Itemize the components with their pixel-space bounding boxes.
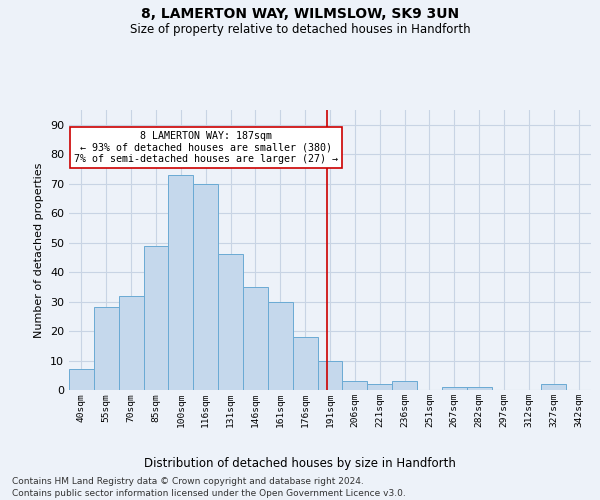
Bar [69, 370, 94, 390]
Bar [119, 296, 143, 390]
Text: Size of property relative to detached houses in Handforth: Size of property relative to detached ho… [130, 22, 470, 36]
Y-axis label: Number of detached properties: Number of detached properties [34, 162, 44, 338]
Bar [392, 381, 417, 390]
Bar [367, 384, 392, 390]
Bar [243, 287, 268, 390]
Bar [317, 360, 343, 390]
Text: Contains HM Land Registry data © Crown copyright and database right 2024.: Contains HM Land Registry data © Crown c… [12, 478, 364, 486]
Bar [143, 246, 169, 390]
Bar [218, 254, 243, 390]
Bar [94, 308, 119, 390]
Bar [343, 381, 367, 390]
Text: 8, LAMERTON WAY, WILMSLOW, SK9 3UN: 8, LAMERTON WAY, WILMSLOW, SK9 3UN [141, 8, 459, 22]
Bar [193, 184, 218, 390]
Bar [467, 387, 491, 390]
Bar [442, 387, 467, 390]
Bar [293, 337, 317, 390]
Text: Contains public sector information licensed under the Open Government Licence v3: Contains public sector information licen… [12, 489, 406, 498]
Bar [541, 384, 566, 390]
Bar [268, 302, 293, 390]
Bar [169, 175, 193, 390]
Text: Distribution of detached houses by size in Handforth: Distribution of detached houses by size … [144, 458, 456, 470]
Text: 8 LAMERTON WAY: 187sqm
← 93% of detached houses are smaller (380)
7% of semi-det: 8 LAMERTON WAY: 187sqm ← 93% of detached… [74, 130, 338, 164]
